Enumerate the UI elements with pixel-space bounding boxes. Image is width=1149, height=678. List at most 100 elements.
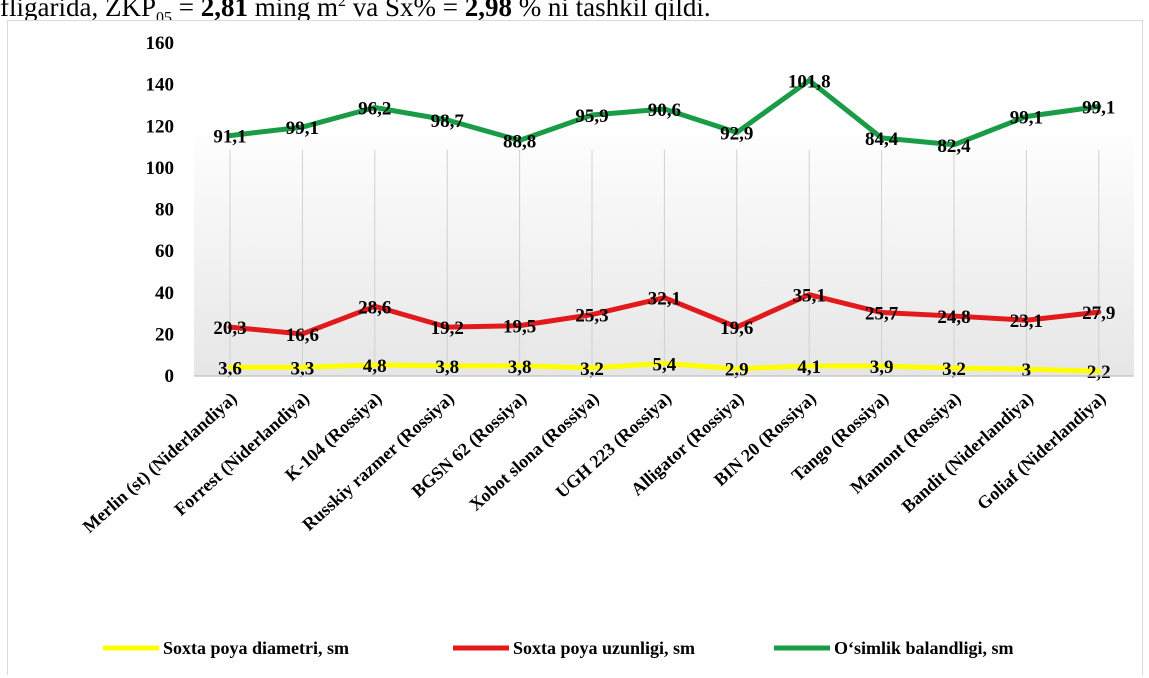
x-category-label: Forrest (Niderlandiya) bbox=[170, 388, 313, 520]
data-label: 3,2 bbox=[942, 359, 966, 380]
series-point bbox=[663, 107, 666, 110]
legend-label: O‘simlik balandligi, sm bbox=[834, 638, 1014, 658]
data-label: 88,8 bbox=[503, 131, 536, 152]
data-label: 4,1 bbox=[797, 357, 821, 378]
legend-label: Soxta poya uzunligi, sm bbox=[513, 638, 695, 658]
series-point bbox=[880, 136, 883, 139]
legend-label: Soxta poya diametri, sm bbox=[163, 638, 349, 658]
series-point bbox=[735, 367, 738, 370]
header-unit-1: ming m bbox=[247, 0, 338, 22]
data-label: 27,9 bbox=[1082, 303, 1115, 324]
data-label: 16,6 bbox=[286, 325, 319, 346]
data-label: 101,8 bbox=[788, 71, 831, 92]
data-label: 25,3 bbox=[575, 306, 608, 327]
gridlines bbox=[229, 150, 1100, 376]
data-label: 23,1 bbox=[1010, 311, 1043, 332]
series-point bbox=[229, 134, 231, 137]
data-label: 3 bbox=[1022, 360, 1032, 381]
series-point bbox=[1025, 368, 1028, 371]
series-point bbox=[373, 106, 376, 109]
series-point bbox=[446, 365, 449, 368]
series-point bbox=[663, 362, 666, 365]
y-tick-label: 0 bbox=[165, 366, 175, 387]
series-point bbox=[808, 293, 811, 296]
data-label: 91,1 bbox=[213, 127, 246, 148]
x-axis: Merlin (st) (Niderlandiya)Forrest (Nider… bbox=[79, 375, 1134, 538]
data-label: 28,6 bbox=[358, 297, 391, 318]
data-label: 96,2 bbox=[358, 99, 391, 120]
data-label: 25,7 bbox=[865, 304, 899, 325]
series-point bbox=[373, 363, 376, 366]
data-label: 19,5 bbox=[503, 317, 536, 338]
data-label: 3,9 bbox=[870, 357, 894, 378]
data-label: 98,7 bbox=[431, 111, 465, 132]
header-superscript: 2 bbox=[337, 0, 346, 10]
series-point bbox=[591, 114, 593, 117]
series-point bbox=[301, 332, 304, 335]
series-point bbox=[1097, 370, 1100, 373]
y-tick-label: 120 bbox=[146, 116, 175, 137]
data-label: 35,1 bbox=[793, 286, 826, 307]
series-point bbox=[1097, 311, 1100, 314]
series-point bbox=[229, 366, 231, 369]
y-axis: 0 20 40 60 80 100 120 140 160 bbox=[146, 33, 175, 387]
series-point bbox=[1025, 319, 1028, 322]
series-point bbox=[880, 311, 883, 314]
data-label: 3,8 bbox=[508, 357, 532, 378]
series-point bbox=[953, 143, 955, 146]
series-point bbox=[735, 326, 738, 329]
y-tick-label: 60 bbox=[155, 241, 174, 262]
data-label: 32,1 bbox=[648, 289, 681, 310]
y-tick-label: 80 bbox=[155, 200, 174, 221]
series-point bbox=[446, 326, 449, 329]
header-text-line: fligarida, ZKP05 = 2,81 ming m2 va Sx% =… bbox=[0, 0, 1149, 26]
data-label: 2,9 bbox=[725, 360, 749, 381]
series-point bbox=[808, 79, 811, 82]
data-label: 92,9 bbox=[720, 123, 753, 144]
data-label: 99,1 bbox=[1010, 107, 1043, 128]
data-label: 3,8 bbox=[435, 357, 459, 378]
series-point bbox=[518, 324, 521, 327]
header-mid: = bbox=[171, 0, 201, 22]
y-tick-label: 20 bbox=[155, 324, 174, 345]
data-label: 90,6 bbox=[648, 100, 681, 121]
series-point bbox=[953, 315, 955, 318]
x-category-label: Xobot slona (Rossiya) bbox=[465, 388, 603, 515]
series-point bbox=[518, 364, 521, 367]
series-point bbox=[953, 367, 955, 370]
data-label: 3,2 bbox=[580, 359, 604, 380]
y-tick-label: 40 bbox=[155, 283, 174, 304]
data-label: 99,1 bbox=[286, 118, 319, 139]
y-tick-label: 160 bbox=[146, 33, 175, 54]
series-point bbox=[373, 305, 376, 308]
series-point bbox=[1097, 105, 1100, 108]
series-point bbox=[808, 365, 811, 368]
header-conjunction: va Sx% = bbox=[345, 0, 465, 22]
data-label: 84,4 bbox=[865, 129, 899, 150]
data-label: 3,6 bbox=[218, 358, 242, 379]
x-category-label: Bandit (Niderlandiya) bbox=[898, 388, 1038, 517]
data-label: 82,4 bbox=[937, 136, 971, 157]
series-point bbox=[591, 366, 593, 369]
data-label: 3,3 bbox=[291, 358, 315, 379]
data-labels: 3,6 3,3 4,8 3,8 3,8 3,2 5,4 2,9 4,1 3,9 3,2 3 2,2 20,… bbox=[213, 71, 1115, 383]
series-point bbox=[446, 119, 449, 122]
data-label: 5,4 bbox=[653, 355, 677, 376]
legend: Soxta poya diametri, sm Soxta poya uzunli… bbox=[103, 638, 1014, 658]
x-category-label: Goliaf (Niderlandiya) bbox=[973, 388, 1110, 514]
y-tick-label: 140 bbox=[146, 75, 175, 96]
data-label: 95,9 bbox=[575, 106, 608, 127]
series-point bbox=[1025, 115, 1028, 118]
series-point bbox=[301, 366, 304, 369]
header-prefix: fligarida, ZKP bbox=[0, 0, 156, 22]
data-label: 2,2 bbox=[1087, 362, 1111, 383]
data-label: 4,8 bbox=[363, 356, 387, 377]
y-tick-label: 100 bbox=[146, 158, 175, 179]
series-point bbox=[735, 131, 738, 134]
series-point bbox=[301, 126, 304, 129]
series-point bbox=[591, 313, 593, 316]
data-label: 99,1 bbox=[1082, 97, 1115, 118]
series-point bbox=[518, 139, 521, 142]
data-label: 24,8 bbox=[937, 307, 970, 328]
